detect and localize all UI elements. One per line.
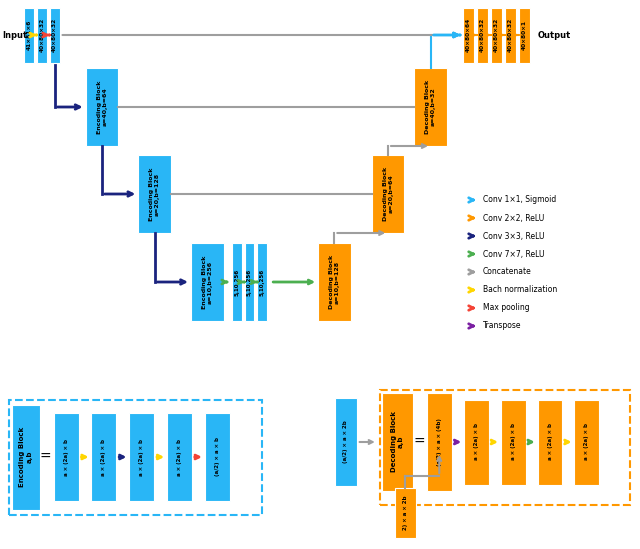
Text: 40×80×1: 40×80×1 xyxy=(522,20,527,50)
Text: (a/2) × a × 2b: (a/2) × a × 2b xyxy=(344,421,348,463)
Bar xyxy=(428,393,452,491)
Bar xyxy=(491,8,502,63)
Bar xyxy=(477,8,488,63)
Text: =: = xyxy=(413,435,425,449)
Text: Encoding Block
a,b: Encoding Block a,b xyxy=(19,427,33,487)
Text: Output: Output xyxy=(538,31,571,40)
Text: a × (2a) × b: a × (2a) × b xyxy=(177,439,182,475)
Bar xyxy=(24,8,34,63)
Bar xyxy=(92,413,116,501)
Text: Decoding Block
a=10,b=128: Decoding Block a=10,b=128 xyxy=(329,255,340,309)
Text: 40×80×32: 40×80×32 xyxy=(480,18,485,52)
Bar xyxy=(37,8,47,63)
Text: a × (2a) × b: a × (2a) × b xyxy=(139,439,144,475)
Text: =: = xyxy=(40,450,52,464)
Text: Encoding Block
a=40,b=64: Encoding Block a=40,b=64 xyxy=(97,80,108,134)
Text: Decoding Block
a,b: Decoding Block a,b xyxy=(391,412,404,473)
Bar xyxy=(575,400,599,485)
Bar xyxy=(86,68,118,146)
Text: Decoding Block
a=40,b=32: Decoding Block a=40,b=32 xyxy=(426,80,436,134)
Bar xyxy=(50,8,60,63)
Text: (a/2) × a × (4b): (a/2) × a × (4b) xyxy=(437,418,442,466)
Bar xyxy=(205,413,230,501)
Text: Concatenate: Concatenate xyxy=(483,267,532,277)
Bar xyxy=(505,8,516,63)
Text: 40×80×64: 40×80×64 xyxy=(466,18,471,52)
Text: Encoding Block
a=10,b=256: Encoding Block a=10,b=256 xyxy=(202,255,212,309)
Bar xyxy=(12,405,40,510)
Bar xyxy=(244,243,255,321)
Text: 40×80×32: 40×80×32 xyxy=(52,18,57,52)
Text: Transpose: Transpose xyxy=(483,322,522,330)
Text: a × (2a) × b: a × (2a) × b xyxy=(63,439,68,475)
Text: Decoding Block
a=20,b=64: Decoding Block a=20,b=64 xyxy=(383,167,394,221)
Text: a × (2a) × b: a × (2a) × b xyxy=(548,423,552,461)
Text: 5,10,256: 5,10,256 xyxy=(260,268,265,295)
Bar xyxy=(381,393,413,491)
Bar xyxy=(129,413,154,501)
Text: 5,10,256: 5,10,256 xyxy=(234,268,239,295)
Text: a × (2a) × b: a × (2a) × b xyxy=(101,439,106,475)
Bar xyxy=(167,413,192,501)
Bar xyxy=(501,400,525,485)
Bar xyxy=(54,413,79,501)
Bar xyxy=(232,243,241,321)
Text: Max pooling: Max pooling xyxy=(483,304,530,312)
Bar xyxy=(464,400,489,485)
Text: 40×80×32: 40×80×32 xyxy=(494,18,499,52)
Bar xyxy=(538,400,563,485)
Text: 40×80×32: 40×80×32 xyxy=(508,18,513,52)
Text: 40×80×32: 40×80×32 xyxy=(39,18,44,52)
Bar xyxy=(335,398,356,486)
Bar xyxy=(318,243,351,321)
Text: Bach normalization: Bach normalization xyxy=(483,285,557,294)
Bar xyxy=(394,488,417,538)
Text: Conv 1×1, Sigmoid: Conv 1×1, Sigmoid xyxy=(483,195,556,204)
Bar xyxy=(463,8,474,63)
Bar xyxy=(372,155,404,233)
Text: a × (2a) × b: a × (2a) × b xyxy=(474,423,479,461)
Text: Conv 7×7, ReLU: Conv 7×7, ReLU xyxy=(483,249,545,259)
Text: 5,10,256: 5,10,256 xyxy=(247,268,252,295)
Text: (a/2) × a × b: (a/2) × a × b xyxy=(214,438,220,477)
Text: a × (2a) × b: a × (2a) × b xyxy=(511,423,516,461)
Text: a × (2a) × b: a × (2a) × b xyxy=(584,423,589,461)
Text: 2) × a × 2b: 2) × a × 2b xyxy=(403,496,408,530)
Text: Conv 3×3, ReLU: Conv 3×3, ReLU xyxy=(483,232,545,240)
Text: 41×81×6: 41×81×6 xyxy=(26,20,31,50)
Bar xyxy=(138,155,171,233)
Text: Input: Input xyxy=(3,31,28,40)
Bar xyxy=(519,8,530,63)
Text: Conv 2×2, ReLU: Conv 2×2, ReLU xyxy=(483,214,544,222)
Bar xyxy=(191,243,223,321)
Bar xyxy=(415,68,447,146)
Bar xyxy=(257,243,268,321)
Text: Encoding Block
a=20,b=128: Encoding Block a=20,b=128 xyxy=(149,167,160,221)
